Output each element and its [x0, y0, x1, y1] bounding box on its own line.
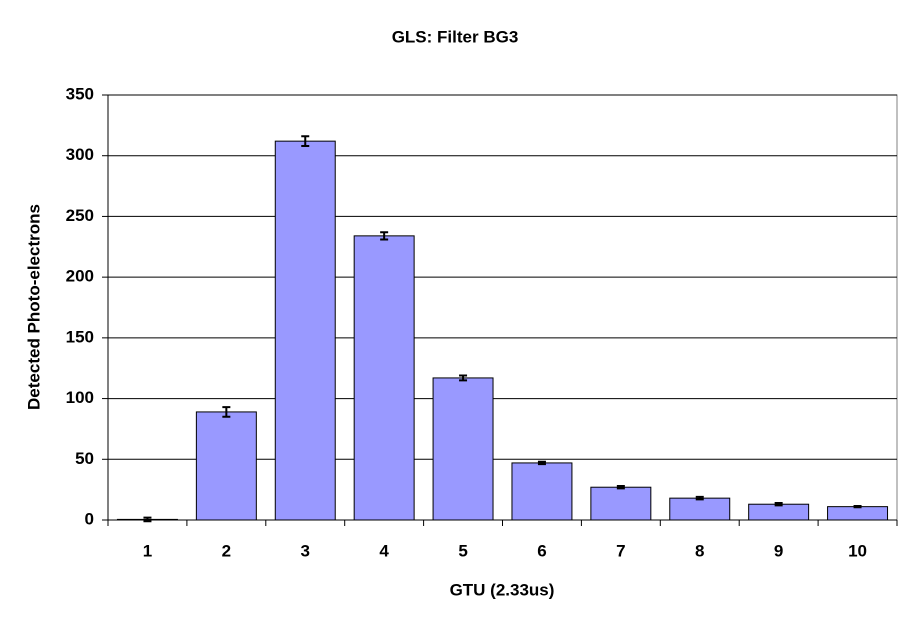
- y-tick-label: 0: [85, 509, 94, 528]
- x-tick-label: 6: [537, 541, 546, 560]
- x-tick-label: 7: [616, 541, 625, 560]
- x-tick-label: 2: [222, 541, 231, 560]
- bar: [669, 497, 731, 521]
- x-tick-label: 10: [848, 541, 867, 560]
- x-tick-label: 5: [458, 541, 467, 560]
- x-tick-label: 4: [379, 541, 389, 560]
- y-axis-label: Detected Photo-electrons: [24, 204, 43, 410]
- bar: [274, 140, 336, 521]
- y-tick-label: 350: [66, 84, 94, 103]
- y-tick-label: 200: [66, 267, 94, 286]
- y-tick-label: 300: [66, 145, 94, 164]
- error-bar: [301, 135, 310, 147]
- error-bar: [774, 502, 783, 507]
- x-axis-label: GTU (2.33us): [450, 580, 555, 599]
- bar: [511, 462, 573, 521]
- bar: [432, 377, 494, 521]
- chart-title: GLS: Filter BG3: [392, 27, 519, 46]
- bar: [827, 506, 889, 521]
- bar: [195, 411, 257, 521]
- error-bar: [459, 374, 468, 382]
- error-bar: [853, 505, 862, 509]
- error-bar: [143, 516, 152, 523]
- error-bar: [695, 495, 704, 501]
- x-tick-label: 1: [143, 541, 152, 560]
- bar: [353, 235, 415, 521]
- y-tick-label: 50: [75, 449, 94, 468]
- error-bar: [222, 406, 231, 418]
- x-tick-label: 9: [774, 541, 783, 560]
- y-tick-label: 150: [66, 327, 94, 346]
- y-tick-label: 250: [66, 206, 94, 225]
- bar: [590, 486, 652, 521]
- x-tick-label: 3: [301, 541, 310, 560]
- error-bar: [537, 460, 546, 466]
- y-tick-label: 100: [66, 388, 94, 407]
- bar: [748, 503, 810, 521]
- error-bar: [380, 231, 389, 241]
- error-bar: [616, 485, 625, 490]
- x-tick-label: 8: [695, 541, 704, 560]
